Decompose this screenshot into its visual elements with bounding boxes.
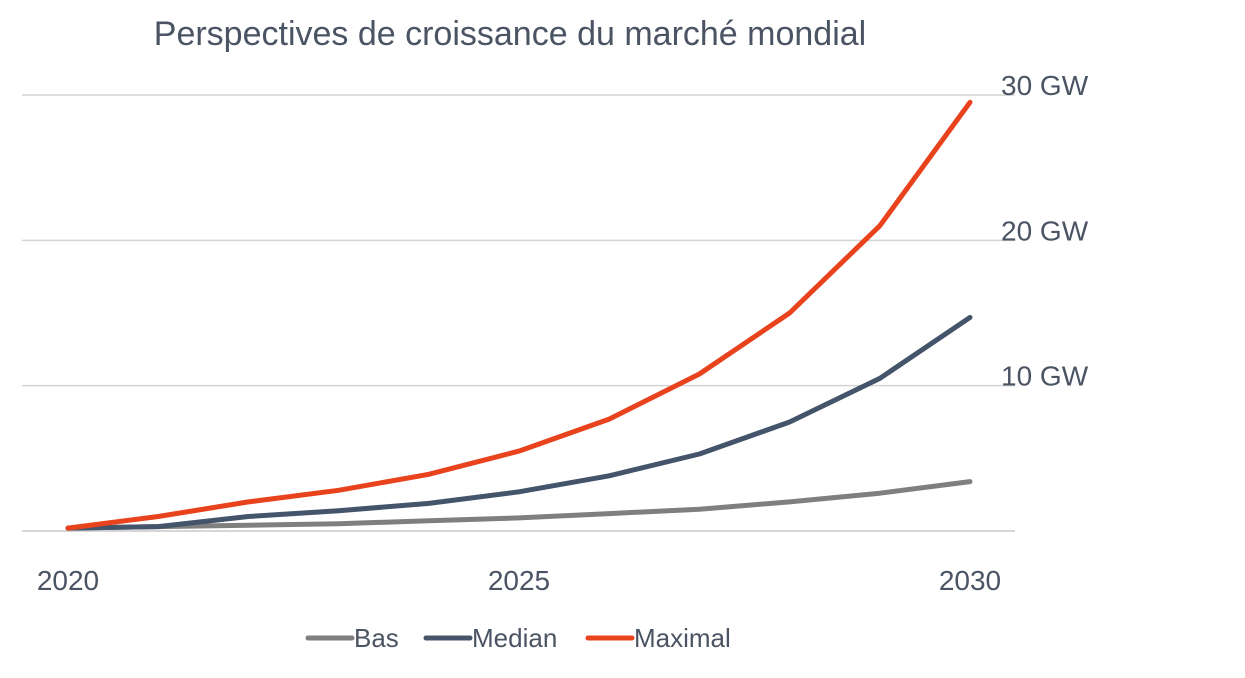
gridlines xyxy=(22,94,1015,387)
y-axis-ticks: 10 GW 20 GW 30 GW xyxy=(1001,70,1089,392)
legend: Bas Median Maximal xyxy=(305,623,731,653)
x-tick-label: 2025 xyxy=(488,565,550,596)
series-lines xyxy=(65,99,973,531)
series-line-median xyxy=(65,314,973,531)
x-tick-label: 2020 xyxy=(37,565,99,596)
x-axis-ticks: 2020 2025 2030 xyxy=(37,565,1001,596)
y-tick-label: 20 GW xyxy=(1001,215,1089,246)
x-tick-label: 2030 xyxy=(939,565,1001,596)
y-tick-label: 30 GW xyxy=(1001,70,1089,101)
series-line-bas xyxy=(65,479,973,531)
legend-label: Maximal xyxy=(634,623,731,653)
y-tick-label: 10 GW xyxy=(1001,361,1089,392)
legend-item-median: Median xyxy=(423,623,557,653)
legend-label: Bas xyxy=(354,623,399,653)
series-line-maximal xyxy=(65,99,973,531)
legend-item-bas: Bas xyxy=(305,623,399,653)
legend-item-maximal: Maximal xyxy=(585,623,731,653)
legend-label: Median xyxy=(472,623,557,653)
chart-title: Perspectives de croissance du marché mon… xyxy=(154,15,866,53)
